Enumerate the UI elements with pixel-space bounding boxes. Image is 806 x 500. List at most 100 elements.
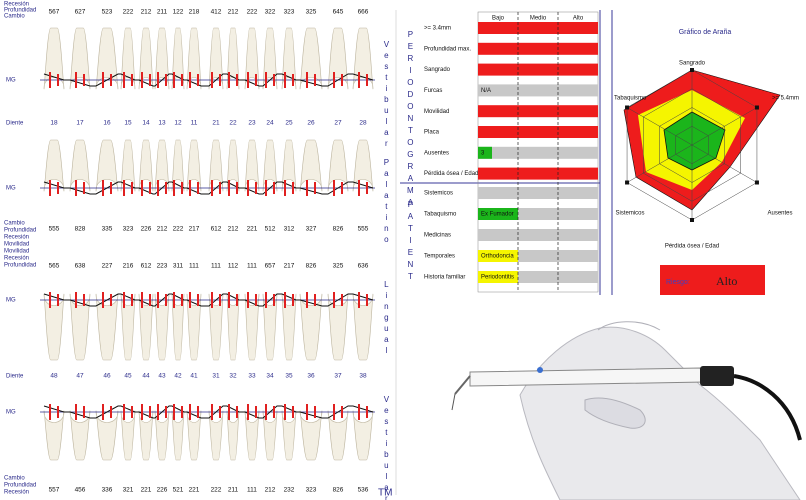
depth-values: 111 [211,263,221,270]
tooth-number: 47 [76,373,84,380]
depth-values: 211 [157,9,168,16]
bar-text: Periodontitis [481,275,514,281]
row-label: Sangrado [424,67,451,73]
tooth [138,139,154,192]
depth-values: 217 [189,226,200,233]
tooth [43,139,65,192]
tooth-number: 14 [142,120,150,127]
bar [478,63,598,76]
column-header: Alto [573,16,584,22]
depth-values: 412 [211,9,222,16]
depth-values: 536 [358,487,369,494]
row-label: Profundidad max. [424,46,471,52]
depth-values: 212 [141,9,152,16]
row-label: Movilidad [4,249,29,255]
spider-axis [626,144,693,183]
risk-box [660,265,765,295]
depth-values: 826 [333,487,344,494]
tooth [138,294,154,361]
tooth-number: 35 [285,373,293,380]
depth-values: 567 [49,9,60,16]
tooth [138,410,154,461]
spider-chart [623,69,781,221]
tooth [352,294,374,361]
depth-values: 826 [306,263,317,270]
mg-label: MG [6,298,16,304]
mark: TM [378,488,392,499]
tooth [69,139,91,192]
axis-label: Pérdida ósea / Edad [665,244,719,250]
row-label: Sistemicos [424,191,453,197]
tooth [120,410,136,461]
tooth [262,139,278,192]
tooth-number: 25 [285,120,293,127]
tooth-number: 21 [212,120,220,127]
axis-label: Sistemicos [615,211,644,217]
depth-values: 311 [173,263,184,270]
depth-values: 111 [189,263,199,270]
side-label: Lingual [382,280,391,357]
tooth [43,294,65,361]
depth-values: 211 [228,487,239,494]
tooth [171,294,185,361]
tooth [226,410,240,461]
attachment-line [43,73,374,87]
row-label: Recesión [4,2,29,8]
mg-label: MG [6,186,16,192]
side-label: Vestibular [382,395,391,500]
row-label: >= 3.4mm [424,26,451,32]
depth-values: 112 [228,263,239,270]
tooth [208,294,224,361]
depth-values: 212 [157,226,168,233]
tooth [262,294,278,361]
depth-values: 521 [173,487,184,494]
axis-dot [754,180,759,185]
depth-values: 122 [173,9,184,16]
row-label: Placa [424,130,440,136]
tooth [352,410,374,461]
depth-values: 223 [157,263,168,270]
depth-values: 335 [102,226,113,233]
probe-illustration [451,321,802,500]
tooth [69,410,91,461]
depth-values: 227 [102,263,113,270]
tooth-number: 34 [266,373,274,380]
tooth-row-label: Diente [6,121,24,127]
depth-values: 323 [284,9,295,16]
risk-label: Riesgo: [666,279,690,286]
tooth [226,294,240,361]
axis-dot [690,218,694,222]
depth-values: 828 [75,226,86,233]
depth-values: 111 [247,487,257,494]
tooth [281,139,297,192]
tooth [154,139,170,192]
tooth-number: 43 [158,373,166,380]
tooth-number: 42 [174,373,182,380]
mg-label: MG [6,78,16,84]
bar [478,22,598,34]
tooth-number: 28 [359,120,367,127]
tooth [69,294,91,361]
tooth-number: 45 [124,373,132,380]
depth-values: 826 [333,226,344,233]
section-label: PERIODONTOGRAMA [406,30,415,210]
tooth [154,294,170,361]
tooth [120,294,136,361]
axis-label: Ausentes [767,211,792,217]
axis-dot [690,68,694,72]
tooth-number: 11 [191,120,198,127]
tooth [186,410,202,461]
depth-values: 657 [265,263,276,270]
bar [478,126,598,138]
axis-label: >= 5.4mm [772,96,799,102]
tooth-number: 18 [50,120,58,127]
bar [478,42,598,55]
bar [478,187,598,199]
tooth-number: 33 [248,373,256,380]
depth-values: 565 [49,263,60,270]
tooth [327,410,349,461]
depth-values: 327 [306,226,317,233]
row-label: Medicinas [424,233,451,239]
side-label: Palatino [382,158,391,246]
